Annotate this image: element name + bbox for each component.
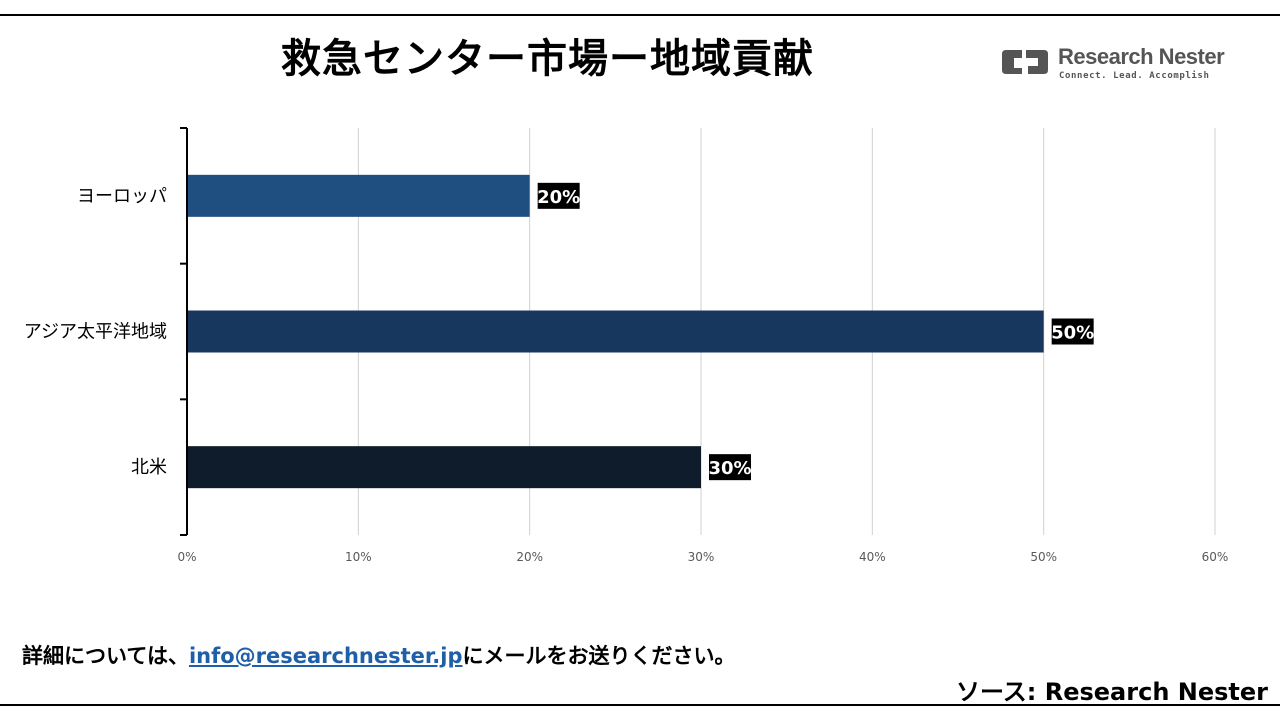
bottom-border [0,704,1280,706]
brand-tagline: Connect. Lead. Accomplish [1059,71,1210,81]
data-label-background [537,182,580,209]
x-tick-label: 40% [859,550,886,564]
x-tick-label: 60% [1202,550,1229,564]
top-border [0,14,1280,16]
research-nester-logo-icon [1002,50,1048,74]
x-tick-label: 50% [1030,550,1057,564]
category-label: ヨーロッパ [77,186,167,207]
contact-prefix: 詳細については、 [22,644,189,668]
x-tick-label: 30% [688,550,715,564]
category-label: 北米 [131,457,167,478]
data-label: 20% [537,187,580,208]
bar-chart: ヨーロッパ 20% アジア太平洋地域 50% 北米 30% 0% 10% 20% 30% 40% 5… [24,127,1229,564]
bar [187,446,701,489]
data-label: 50% [1051,323,1094,344]
contact-line: 詳細については、info@researchnester.jpにメールをお送りくだ… [22,640,735,670]
contact-email-link[interactable]: info@researchnester.jp [188,644,463,668]
source-credit: ソース: Research Nester [955,678,1268,706]
bar [187,310,1044,353]
brand-name: Research Nester [1058,44,1225,69]
data-label: 30% [708,458,751,479]
contact-suffix: にメールをお送りください。 [462,644,736,668]
bar [187,174,530,217]
x-tick-label: 10% [345,550,372,564]
chart-title: 救急センター市場ー地域貢献 [281,36,814,82]
category-label: アジア太平洋地域 [24,322,167,343]
x-tick-label: 20% [516,550,543,564]
brand-logo: Research Nester Connect. Lead. Accomplis… [1000,44,1240,84]
data-label-background [709,454,751,481]
data-label-background [1051,318,1094,345]
x-tick-label: 0% [177,550,196,564]
